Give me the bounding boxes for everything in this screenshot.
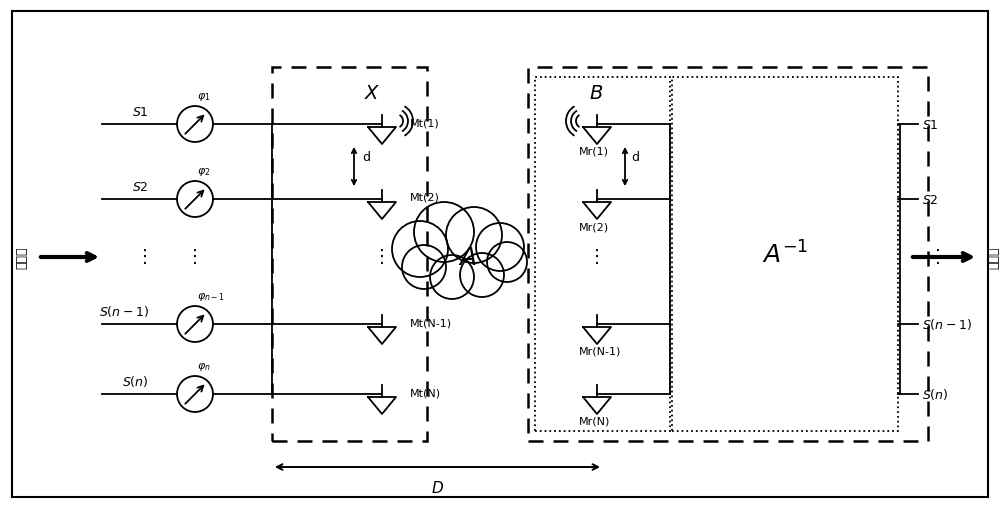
Polygon shape xyxy=(407,233,520,275)
Bar xyxy=(272,68,427,441)
Circle shape xyxy=(476,223,524,271)
Text: $S1$: $S1$ xyxy=(132,106,149,119)
Text: ⋮: ⋮ xyxy=(186,248,204,266)
Text: $\varphi_2$: $\varphi_2$ xyxy=(197,165,210,178)
Bar xyxy=(528,68,928,441)
Circle shape xyxy=(430,256,474,299)
Text: $S(n-1)$: $S(n-1)$ xyxy=(99,303,149,318)
Text: Mr(2): Mr(2) xyxy=(579,221,609,232)
Text: $S(n-1)$: $S(n-1)$ xyxy=(922,317,972,332)
Text: 输入端: 输入端 xyxy=(16,246,29,269)
Text: $S2$: $S2$ xyxy=(922,193,939,206)
Bar xyxy=(672,78,898,431)
Text: Mt(2): Mt(2) xyxy=(410,192,440,203)
Text: ⋮: ⋮ xyxy=(373,248,391,266)
Circle shape xyxy=(392,221,448,277)
Text: $S2$: $S2$ xyxy=(132,181,149,193)
Circle shape xyxy=(402,245,446,290)
Text: d: d xyxy=(362,151,370,164)
Circle shape xyxy=(487,242,527,282)
Text: Mr(N): Mr(N) xyxy=(579,416,610,426)
Text: Mt(N-1): Mt(N-1) xyxy=(410,318,452,327)
Text: $S(n)$: $S(n)$ xyxy=(122,373,149,388)
Text: d: d xyxy=(631,151,639,164)
Circle shape xyxy=(446,208,502,264)
Text: $X$: $X$ xyxy=(364,84,381,103)
Text: 输出端: 输出端 xyxy=(987,246,1000,269)
Text: $D$: $D$ xyxy=(431,479,444,495)
Circle shape xyxy=(460,253,504,297)
Text: $\varphi_n$: $\varphi_n$ xyxy=(197,360,211,372)
Text: $S(n)$: $S(n)$ xyxy=(922,387,949,402)
Text: $B$: $B$ xyxy=(589,84,603,103)
Text: ⋮: ⋮ xyxy=(588,248,606,266)
Text: $\varphi_1$: $\varphi_1$ xyxy=(197,91,211,103)
Bar xyxy=(535,78,670,431)
Text: $S1$: $S1$ xyxy=(922,118,939,131)
Text: ⋮: ⋮ xyxy=(929,248,947,266)
Text: $A$: $A$ xyxy=(458,245,476,269)
Text: Mr(1): Mr(1) xyxy=(579,147,609,157)
Text: Mt(N): Mt(N) xyxy=(410,387,441,397)
Text: ⋮: ⋮ xyxy=(136,248,154,266)
Text: Mt(1): Mt(1) xyxy=(410,118,440,128)
Text: $A^{-1}$: $A^{-1}$ xyxy=(762,241,808,268)
Text: $\varphi_{n-1}$: $\varphi_{n-1}$ xyxy=(197,291,225,302)
Text: Mr(N-1): Mr(N-1) xyxy=(579,346,621,356)
Circle shape xyxy=(414,203,474,263)
